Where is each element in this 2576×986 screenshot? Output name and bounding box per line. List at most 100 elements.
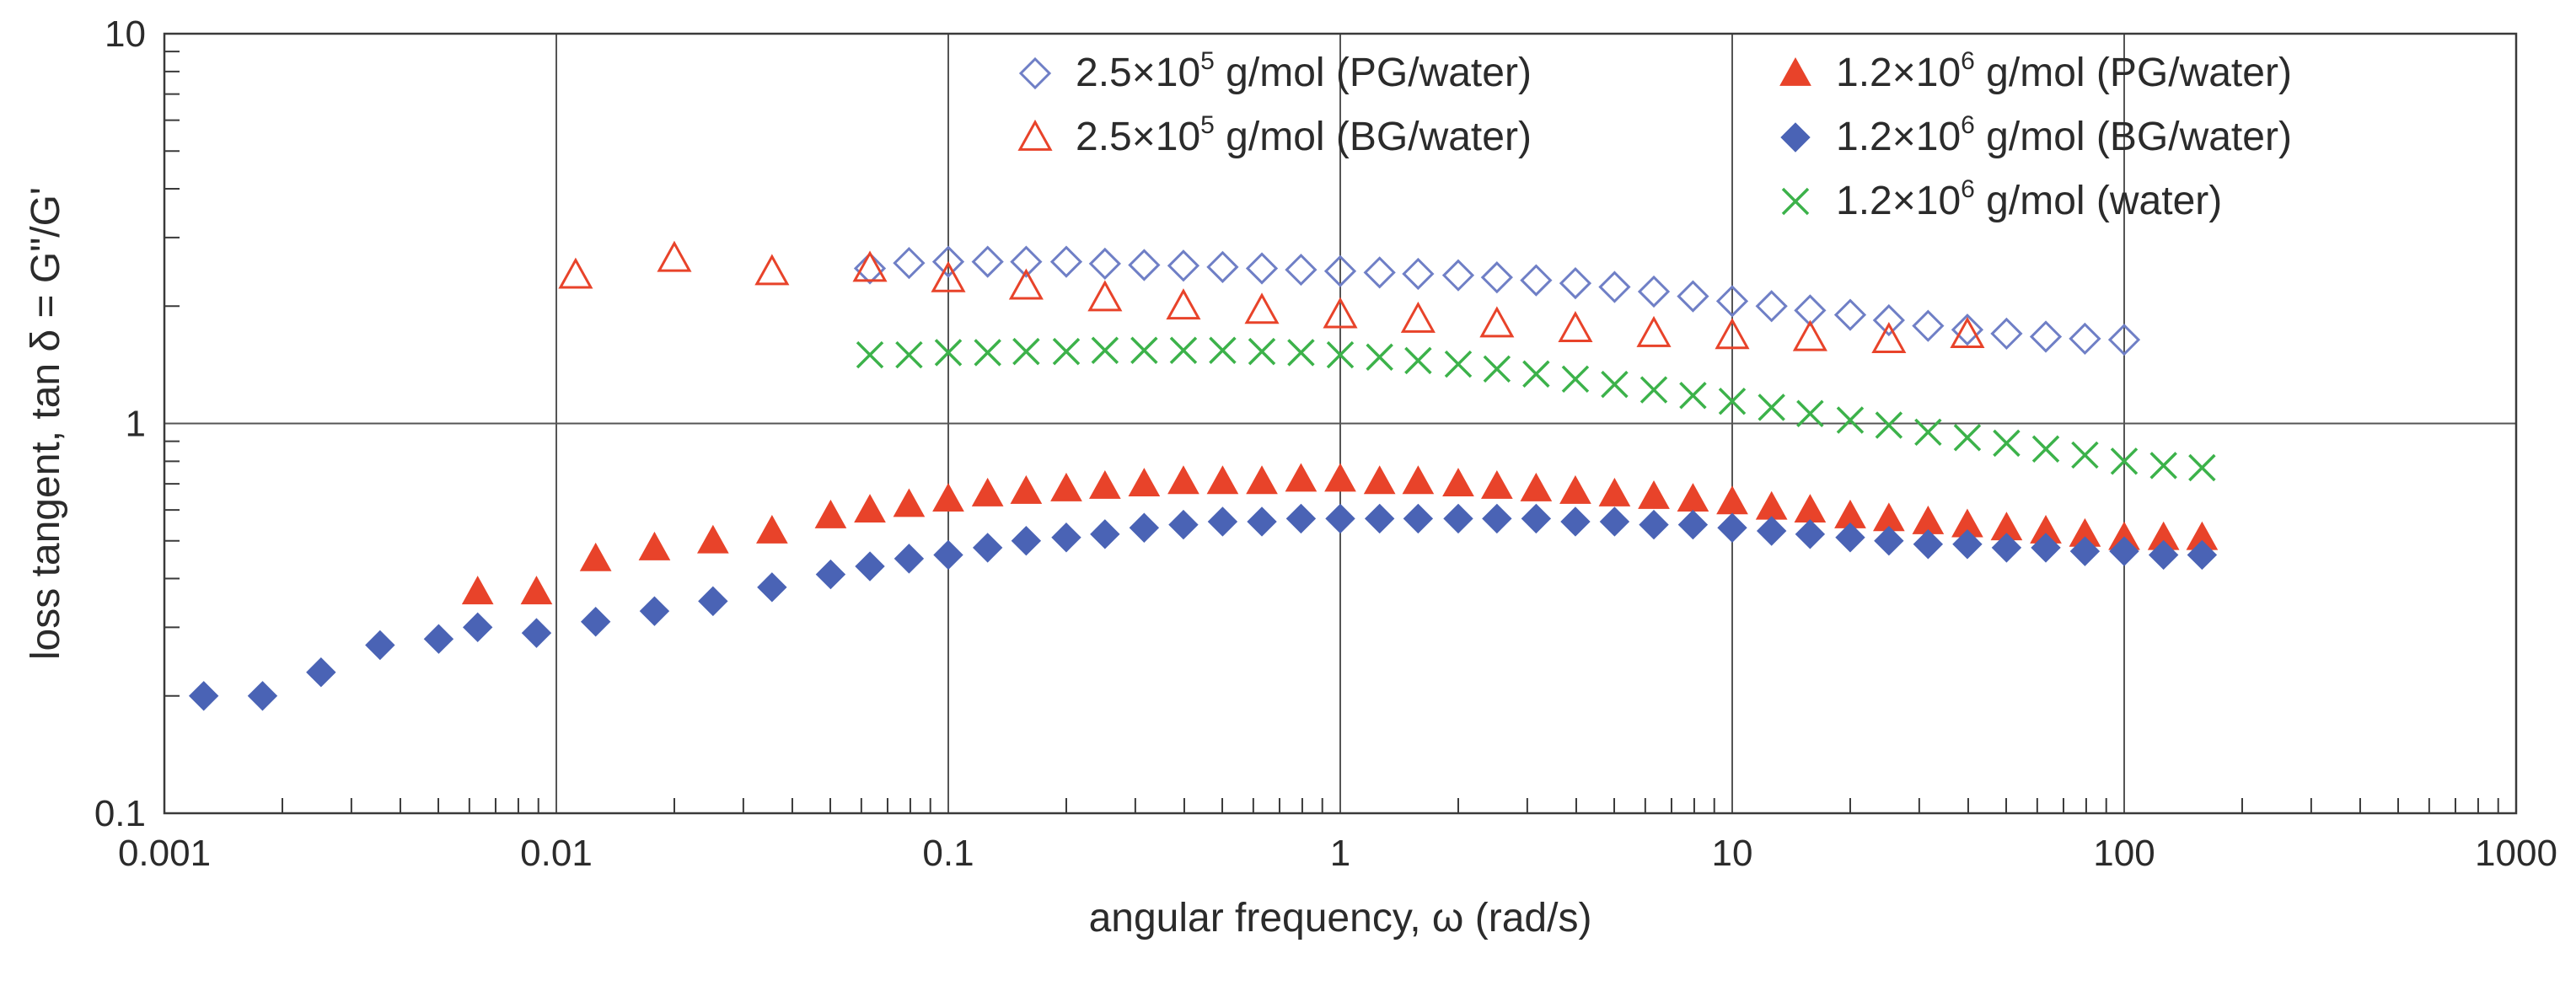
data-point (1245, 252, 1279, 285)
legend-label: 2.5×105 g/mol (BG/water) (1076, 111, 1532, 159)
data-point (1912, 309, 1945, 342)
legend-label: 2.5×105 g/mol (PG/water) (1076, 47, 1532, 95)
data-point (1088, 247, 1121, 281)
data-point (1444, 350, 1473, 378)
data-point (2069, 322, 2101, 356)
data-point (971, 477, 1004, 506)
data-point (1560, 506, 1591, 537)
data-point (1914, 418, 1942, 447)
data-point (1404, 346, 1432, 375)
y-axis-title: loss tangent, tan δ = G"/G' (24, 187, 68, 660)
data-point (2029, 320, 2063, 353)
data-point (2031, 533, 2061, 563)
data-point (1442, 468, 1474, 497)
data-point (974, 339, 1001, 367)
data-point (1087, 280, 1123, 312)
data-point (1091, 336, 1119, 365)
y-tick-label: 10 (105, 13, 146, 55)
data-point (1990, 317, 2023, 351)
data-point (1441, 259, 1475, 292)
x-tick-label: 0.01 (520, 833, 593, 874)
data-point (521, 618, 552, 648)
data-point (1285, 463, 1318, 492)
data-point (1874, 526, 1904, 556)
data-point (2188, 453, 2216, 482)
data-point (1794, 494, 1827, 523)
data-point (1835, 522, 1865, 553)
x-axis-title: angular frequency, ω (rad/s) (1089, 896, 1592, 940)
legend: 2.5×105 g/mol (PG/water) 2.5×105 g/mol (B… (1017, 47, 2292, 223)
data-point (1717, 512, 1747, 543)
data-point (365, 630, 395, 661)
grid-lines (164, 34, 2516, 813)
data-point (815, 559, 846, 590)
data-point (1012, 337, 1040, 366)
data-point (1366, 343, 1393, 371)
data-point (1244, 292, 1280, 324)
data-point (854, 494, 886, 523)
data-point (579, 542, 612, 571)
series-4-markers (856, 336, 2216, 482)
legend-entry-0: 2.5×105 g/mol (PG/water) (1018, 47, 1532, 95)
data-point (461, 576, 494, 605)
data-point (855, 551, 885, 581)
data-point (1402, 465, 1435, 495)
data-point (1168, 509, 1199, 540)
y-tick-label: 0.1 (94, 793, 146, 834)
data-point (1480, 261, 1513, 294)
data-point (638, 531, 671, 560)
data-point (2110, 447, 2139, 475)
data-point (1796, 399, 1824, 428)
data-point (893, 247, 926, 280)
data-point (1677, 280, 1709, 313)
data-point (2107, 324, 2141, 356)
data-point (1558, 311, 1593, 342)
x-tick-label: 100 (2093, 833, 2155, 874)
data-point (1128, 249, 1161, 281)
data-point (1677, 509, 1709, 540)
data-point (1011, 526, 1042, 556)
data-point (1638, 480, 1670, 509)
data-point (932, 483, 964, 512)
data-point (2069, 536, 2101, 566)
data-point (1130, 336, 1158, 365)
data-point (1755, 290, 1788, 323)
data-point (1993, 429, 2021, 458)
data-point (1325, 503, 1355, 534)
data-point (1010, 245, 1043, 278)
data-point (1991, 533, 2022, 563)
legend-label: 1.2×106 g/mol (water) (1836, 175, 2222, 223)
data-point (1716, 485, 1748, 515)
legend-entry-1: 2.5×105 g/mol (BG/water) (1017, 111, 1532, 159)
data-point (1166, 288, 1201, 320)
series-2-markers (461, 463, 2219, 605)
data-point (1128, 468, 1161, 497)
data-point (1871, 322, 1907, 354)
x-tick-label: 1000 (2475, 833, 2557, 874)
data-point (1561, 365, 1590, 394)
data-point (1522, 360, 1550, 388)
legend-marker (1018, 56, 1052, 90)
data-point (188, 681, 219, 711)
data-point (814, 499, 847, 528)
data-point (1795, 519, 1826, 549)
legend-marker (1017, 119, 1053, 151)
data-point (1599, 506, 1630, 537)
data-point (895, 340, 923, 369)
data-point (1324, 463, 1356, 492)
data-point (1559, 266, 1592, 300)
data-point (1049, 245, 1083, 278)
data-point (1051, 522, 1081, 553)
data-point (580, 607, 611, 637)
data-point (1287, 339, 1315, 367)
data-point (1129, 512, 1160, 543)
y-tick-label: 1 (126, 404, 146, 445)
data-point (1559, 474, 1591, 504)
data-point (1952, 529, 1983, 560)
data-point (1206, 465, 1239, 495)
data-point (1247, 506, 1277, 537)
data-point (1209, 336, 1237, 365)
data-point (1443, 503, 1473, 534)
data-point (1875, 411, 1903, 439)
